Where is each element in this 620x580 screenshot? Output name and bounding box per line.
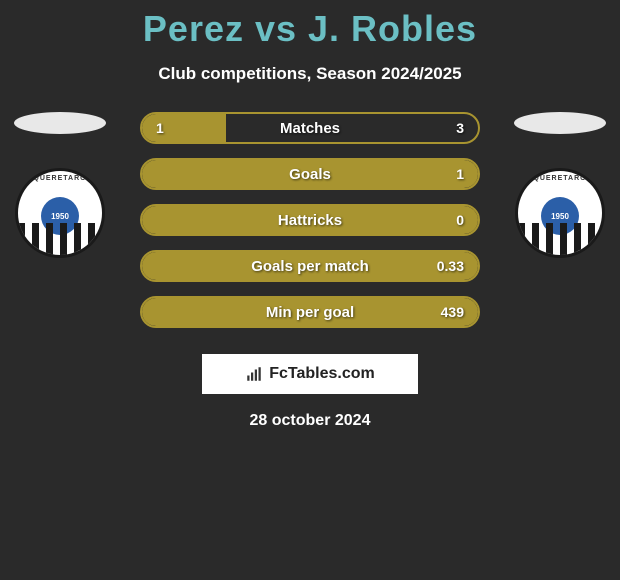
stat-left-value: 1 xyxy=(156,120,164,136)
stat-right-value: 3 xyxy=(456,120,464,136)
stat-bar: Min per goal 439 xyxy=(140,296,480,328)
stat-bar: 1 Matches 3 xyxy=(140,112,480,144)
player-silhouette-left xyxy=(14,112,106,134)
chart-icon xyxy=(245,365,263,383)
club-badge-right: QUERETARO 1950 xyxy=(515,168,605,258)
badge-name-left: QUERETARO xyxy=(33,175,86,182)
stat-right-value: 1 xyxy=(456,166,464,182)
badge-year-left: 1950 xyxy=(51,212,69,221)
badge-year-right: 1950 xyxy=(551,212,569,221)
stat-bar: Goals 1 xyxy=(140,158,480,190)
player-silhouette-right xyxy=(514,112,606,134)
stat-fill xyxy=(142,114,226,142)
page-title: Perez vs J. Robles xyxy=(0,8,620,50)
club-badge-left: QUERETARO 1950 xyxy=(15,168,105,258)
main-row: QUERETARO 1950 1 Matches 3 Goals 1 Hattricks 0… xyxy=(0,112,620,342)
badge-name-right: QUERETARO xyxy=(533,175,586,182)
comparison-card: Perez vs J. Robles Club competitions, Se… xyxy=(0,0,620,430)
stat-right-value: 0 xyxy=(456,212,464,228)
left-player-col: QUERETARO 1950 xyxy=(0,112,120,258)
stat-label: Matches xyxy=(280,120,340,137)
watermark-text: FcTables.com xyxy=(269,365,375,383)
stats-column: 1 Matches 3 Goals 1 Hattricks 0 Goals per match… xyxy=(120,112,500,342)
date-text: 28 october 2024 xyxy=(0,412,620,430)
stat-label: Goals per match xyxy=(251,258,369,275)
stat-bar: Hattricks 0 xyxy=(140,204,480,236)
stat-label: Goals xyxy=(289,166,331,183)
stat-bar: Goals per match 0.33 xyxy=(140,250,480,282)
stat-right-value: 0.33 xyxy=(437,258,464,274)
stat-label: Min per goal xyxy=(266,304,354,321)
stat-label: Hattricks xyxy=(278,212,342,229)
stat-right-value: 439 xyxy=(441,304,464,320)
subtitle: Club competitions, Season 2024/2025 xyxy=(0,64,620,84)
badge-stripes-right xyxy=(518,223,602,255)
right-player-col: QUERETARO 1950 xyxy=(500,112,620,258)
badge-stripes-left xyxy=(18,223,102,255)
watermark[interactable]: FcTables.com xyxy=(202,354,418,394)
